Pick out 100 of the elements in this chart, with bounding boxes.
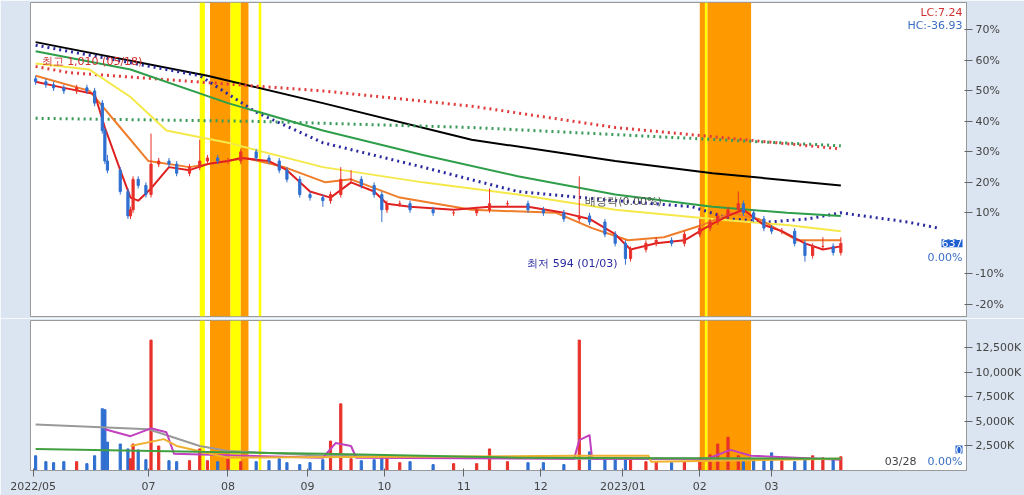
- bar: [762, 459, 766, 471]
- y-tick-label: 2,500K: [975, 439, 1015, 453]
- candlestick: [308, 191, 312, 202]
- annotation: 0.00%: [927, 454, 963, 468]
- bar: [226, 458, 230, 471]
- bar: [62, 461, 66, 471]
- bar: [144, 459, 148, 471]
- bar: [644, 461, 648, 471]
- bar: [187, 460, 192, 471]
- x-tick-label: 09: [300, 479, 315, 493]
- bar: [372, 459, 376, 471]
- candlestick: [339, 166, 343, 199]
- bar: [298, 464, 302, 471]
- x-tick-label: 07: [141, 479, 156, 493]
- bar: [149, 339, 153, 471]
- bar: [85, 463, 89, 471]
- y-tick-label: 5,000K: [975, 414, 1015, 428]
- candlestick: [198, 139, 202, 171]
- bar: [136, 449, 140, 471]
- bar: [359, 460, 363, 471]
- candlestick: [780, 227, 784, 235]
- y-tick-label: 40%: [975, 114, 1000, 128]
- line-series: [34, 116, 843, 148]
- bar: [408, 461, 412, 471]
- bar: [167, 460, 171, 471]
- y-tick-label: 7,500K: [975, 390, 1015, 404]
- bar: [475, 463, 479, 471]
- bar: [780, 460, 784, 471]
- bar: [431, 464, 435, 471]
- bar: [321, 459, 325, 471]
- bar: [126, 448, 130, 471]
- line-series: [34, 41, 842, 187]
- candlestick: [698, 218, 702, 238]
- y-tick-label: 50%: [975, 84, 1000, 98]
- annotation: 최저 594 (01/03): [527, 257, 618, 271]
- annotation: 637: [941, 237, 963, 251]
- bar: [267, 460, 271, 471]
- x-tick-label: 12: [533, 479, 548, 493]
- bar: [541, 462, 545, 471]
- x-tick-label: 08: [220, 479, 235, 493]
- bar: [670, 462, 674, 471]
- y-tick-label: 12,500K: [975, 341, 1022, 355]
- bar: [34, 455, 38, 471]
- candlestick: [793, 227, 797, 247]
- bar: [277, 458, 281, 471]
- candlestick: [118, 166, 122, 196]
- bar: [526, 462, 530, 471]
- bar: [254, 461, 258, 471]
- y-tick-label: 10%: [975, 206, 1000, 220]
- candlestick: [736, 191, 740, 214]
- bar: [216, 461, 220, 471]
- candlestick: [623, 239, 628, 266]
- candlestick: [839, 236, 843, 257]
- x-tick-label: 2022/05: [10, 479, 56, 493]
- bar: [239, 461, 243, 471]
- bar: [803, 459, 807, 471]
- bar: [175, 461, 179, 471]
- candlestick: [226, 157, 230, 165]
- annotation: 0.00%: [927, 250, 963, 264]
- candlestick: [298, 175, 302, 199]
- line-series: [34, 43, 940, 230]
- bar: [505, 461, 510, 471]
- bar: [339, 403, 343, 471]
- bar: [44, 461, 48, 471]
- annotation: 03/28: [884, 454, 917, 468]
- bar: [562, 464, 566, 471]
- candlestick: [93, 87, 97, 107]
- x-tick-label: 10: [377, 479, 392, 493]
- bar: [831, 459, 835, 471]
- x-tick-label: 02: [692, 479, 707, 493]
- line-series: [34, 50, 842, 217]
- y-tick-label: 30%: [975, 145, 1000, 159]
- bar: [93, 455, 97, 471]
- annotation: 0: [955, 443, 963, 457]
- y-tick-label: 20%: [975, 175, 1000, 189]
- bar: [205, 460, 210, 471]
- y-tick-label: -10%: [975, 267, 1004, 281]
- bar: [613, 458, 617, 471]
- candlestick: [44, 78, 48, 89]
- annotation: LC:7.24: [920, 5, 963, 19]
- bar: [380, 457, 384, 471]
- y-tick-label: 60%: [975, 53, 1000, 67]
- candlestick: [603, 218, 607, 238]
- x-tick-label: 03: [764, 479, 779, 493]
- bar: [398, 462, 402, 471]
- candlestick: [803, 239, 807, 263]
- y-tick-label: -20%: [975, 297, 1004, 311]
- x-tick-label: 2023/01: [600, 479, 646, 493]
- line-series: [34, 447, 842, 460]
- bar: [741, 461, 745, 471]
- y-tick-label: 70%: [975, 23, 1000, 37]
- bar: [75, 461, 79, 471]
- bar: [285, 462, 289, 471]
- bar: [308, 462, 312, 471]
- bar: [793, 461, 797, 471]
- x-tick-label: 11: [456, 479, 471, 493]
- candlestick: [577, 175, 581, 223]
- bar: [452, 463, 456, 471]
- y-tick-label: 10,000K: [975, 365, 1022, 379]
- bar: [603, 459, 607, 471]
